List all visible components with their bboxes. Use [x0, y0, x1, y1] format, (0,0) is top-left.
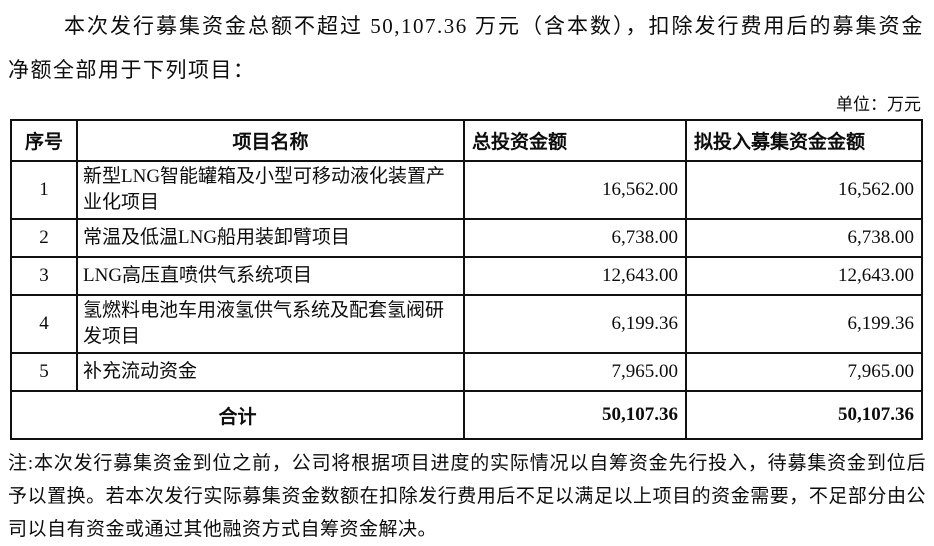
project-name: 常温及低温LNG船用装卸臂项目 — [76, 218, 465, 258]
row-index: 3 — [10, 256, 78, 296]
total-investment-value: 7,965.00 — [463, 352, 687, 392]
project-name: LNG高压直喷供气系统项目 — [76, 256, 465, 296]
table-header-row: 序号 项目名称 总投资金额 拟投入募集资金金额 — [10, 119, 923, 162]
header-cell-project-name: 项目名称 — [76, 119, 465, 162]
total-investment-value: 6,738.00 — [463, 218, 687, 258]
table-row: 4 氢燃料电池车用液氢供气系统及配套氢阀研发项目 6,199.36 6,199.… — [10, 294, 923, 354]
row-index: 5 — [10, 352, 78, 392]
table-row: 1 新型LNG智能罐箱及小型可移动液化装置产业化项目 16,562.00 16,… — [10, 160, 923, 220]
header-cell-raised-funds: 拟投入募集资金金额 — [685, 119, 923, 162]
row-index: 4 — [10, 294, 78, 354]
project-name: 新型LNG智能罐箱及小型可移动液化装置产业化项目 — [76, 160, 465, 220]
row-index: 1 — [10, 160, 78, 220]
row-index: 2 — [10, 218, 78, 258]
unit-label: 单位：万元 — [836, 95, 921, 114]
total-investment-value: 16,562.00 — [463, 160, 687, 220]
table-row: 3 LNG高压直喷供气系统项目 12,643.00 12,643.00 — [10, 256, 923, 296]
fund-usage-table: 序号 项目名称 总投资金额 拟投入募集资金金额 1 新型LNG智能罐箱及小型可移… — [10, 119, 923, 440]
total-investment-value: 6,199.36 — [463, 294, 687, 354]
raised-funds-value: 6,199.36 — [685, 294, 923, 354]
header-cell-total-investment: 总投资金额 — [463, 119, 687, 162]
project-name: 氢燃料电池车用液氢供气系统及配套氢阀研发项目 — [76, 294, 465, 354]
note-paragraph: 注:本次发行募集资金到位之前，公司将根据项目进度的实际情况以自筹资金先行投入，待… — [8, 453, 926, 540]
total-row-label: 合计 — [10, 390, 465, 440]
raised-funds-value: 12,643.00 — [685, 256, 923, 296]
document-page: 本次发行募集资金总额不超过 50,107.36 万元（含本数），扣除发行费用后的… — [8, 14, 926, 540]
raised-funds-value: 6,738.00 — [685, 218, 923, 258]
raised-funds-sum: 50,107.36 — [685, 390, 923, 440]
project-name: 补充流动资金 — [76, 352, 465, 392]
table-total-row: 合计 50,107.36 50,107.36 — [10, 390, 923, 440]
raised-funds-value: 16,562.00 — [685, 160, 923, 220]
header-cell-index: 序号 — [10, 119, 78, 162]
total-investment-sum: 50,107.36 — [463, 390, 687, 440]
table-row: 2 常温及低温LNG船用装卸臂项目 6,738.00 6,738.00 — [10, 218, 923, 258]
raised-funds-value: 7,965.00 — [685, 352, 923, 392]
table-row: 5 补充流动资金 7,965.00 7,965.00 — [10, 352, 923, 392]
total-investment-value: 12,643.00 — [463, 256, 687, 296]
intro-paragraph: 本次发行募集资金总额不超过 50,107.36 万元（含本数），扣除发行费用后的… — [8, 14, 924, 82]
